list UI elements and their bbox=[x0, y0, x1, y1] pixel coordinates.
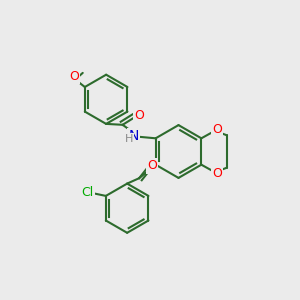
Text: O: O bbox=[212, 167, 222, 180]
Text: O: O bbox=[69, 70, 79, 83]
Text: Cl: Cl bbox=[82, 185, 94, 199]
Text: N: N bbox=[128, 129, 139, 143]
Text: O: O bbox=[147, 159, 157, 172]
Text: H: H bbox=[124, 134, 133, 144]
Text: O: O bbox=[134, 109, 144, 122]
Text: O: O bbox=[212, 123, 222, 136]
